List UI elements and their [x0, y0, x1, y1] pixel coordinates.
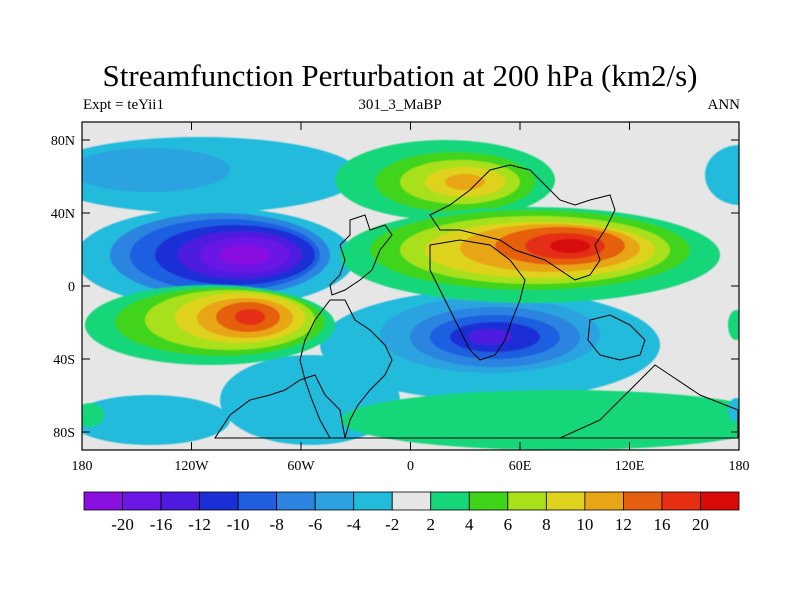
anticyclone-s-pacific — [85, 285, 335, 365]
colorbar-label: 16 — [653, 515, 670, 534]
colorbar-label: -2 — [385, 515, 399, 534]
colorbar-label: -4 — [347, 515, 362, 534]
colorbar-bin — [661, 491, 701, 511]
x-tick-label: 180 — [72, 459, 93, 474]
colorbar-label: -8 — [270, 515, 284, 534]
colorbar — [83, 491, 740, 511]
band-neg-se — [82, 395, 230, 445]
cyclone-n-pacific — [110, 213, 330, 297]
x-axis — [81, 122, 740, 450]
colorbar-label: 12 — [615, 515, 632, 534]
cyclone-s-indian — [380, 297, 600, 373]
colorbar-label: -6 — [308, 515, 322, 534]
colorbar-bin — [199, 491, 239, 511]
colorbar-label: -10 — [227, 515, 250, 534]
x-tick-label: 60W — [287, 459, 315, 474]
patch-east-blue — [728, 398, 739, 422]
patch-sw — [82, 403, 104, 427]
coast-americas — [329, 214, 393, 296]
colorbar-label: -20 — [111, 515, 134, 534]
colorbar-labels: -20 -16 -12 -10 -8 -6 -4 -2 2 4 6 8 10 12 16 20 — [111, 515, 709, 534]
colorbar-label: -16 — [150, 515, 173, 534]
colorbar-bin — [314, 491, 355, 511]
y-tick-label: 40S — [53, 353, 75, 368]
y-tick-label: 40N — [51, 207, 75, 222]
x-tick-label: 0 — [407, 459, 414, 474]
y-axis — [82, 139, 739, 433]
colorbar-bin — [507, 491, 547, 511]
chart-title: Streamfunction Perturbation at 200 hPa (… — [102, 58, 698, 93]
colorbar-bin — [237, 491, 278, 511]
band-pos-east — [705, 145, 739, 205]
season-label: ANN — [707, 97, 741, 113]
colorbar-bin — [122, 491, 162, 511]
y-tick-label: 0 — [68, 280, 75, 295]
x-tick-label: 120E — [615, 459, 645, 474]
y-tick-label: 80N — [51, 134, 75, 149]
coast-africa — [429, 239, 526, 361]
colorbar-bin — [83, 491, 123, 511]
colorbar-bin — [276, 491, 316, 511]
x-tick-label: 60E — [509, 459, 532, 474]
colorbar-label: 4 — [465, 515, 474, 534]
y-tick-labels: 80N 40N 0 40S 80S — [51, 134, 75, 441]
colorbar-bin — [353, 491, 393, 511]
experiment-label: Expt = teYii1 — [83, 97, 164, 113]
colorbar-bin — [700, 491, 740, 511]
colorbar-label: 2 — [427, 515, 436, 534]
colorbar-bin — [468, 491, 509, 511]
band-neg-north-2 — [82, 148, 230, 192]
y-tick-label: 80S — [53, 426, 75, 441]
colorbar-bin — [391, 491, 432, 511]
colorbar-bin — [430, 491, 470, 511]
case-label: 301_3_MaBP — [358, 97, 442, 113]
patch-east-green — [728, 310, 739, 340]
coast-south-america — [299, 299, 393, 439]
colorbar-bin — [584, 491, 624, 511]
colorbar-bin — [545, 491, 586, 511]
colorbar-label: -12 — [188, 515, 211, 534]
colorbar-label: 10 — [576, 515, 593, 534]
x-tick-label: 180 — [729, 459, 750, 474]
x-tick-labels: 180 120W 60W 0 60E 120E 180 — [72, 459, 750, 474]
contour-field — [82, 137, 739, 450]
colorbar-label: 8 — [542, 515, 551, 534]
coastlines — [214, 164, 739, 439]
x-tick-label: 120W — [174, 459, 209, 474]
colorbar-label: 6 — [504, 515, 513, 534]
band-pos-south — [340, 390, 739, 450]
coast-eurasia — [429, 164, 616, 281]
colorbar-label: 20 — [692, 515, 709, 534]
colorbar-bin — [623, 491, 663, 511]
coast-antarctica — [214, 364, 739, 439]
colorbar-bin — [160, 491, 200, 511]
coast-australia — [587, 314, 646, 361]
